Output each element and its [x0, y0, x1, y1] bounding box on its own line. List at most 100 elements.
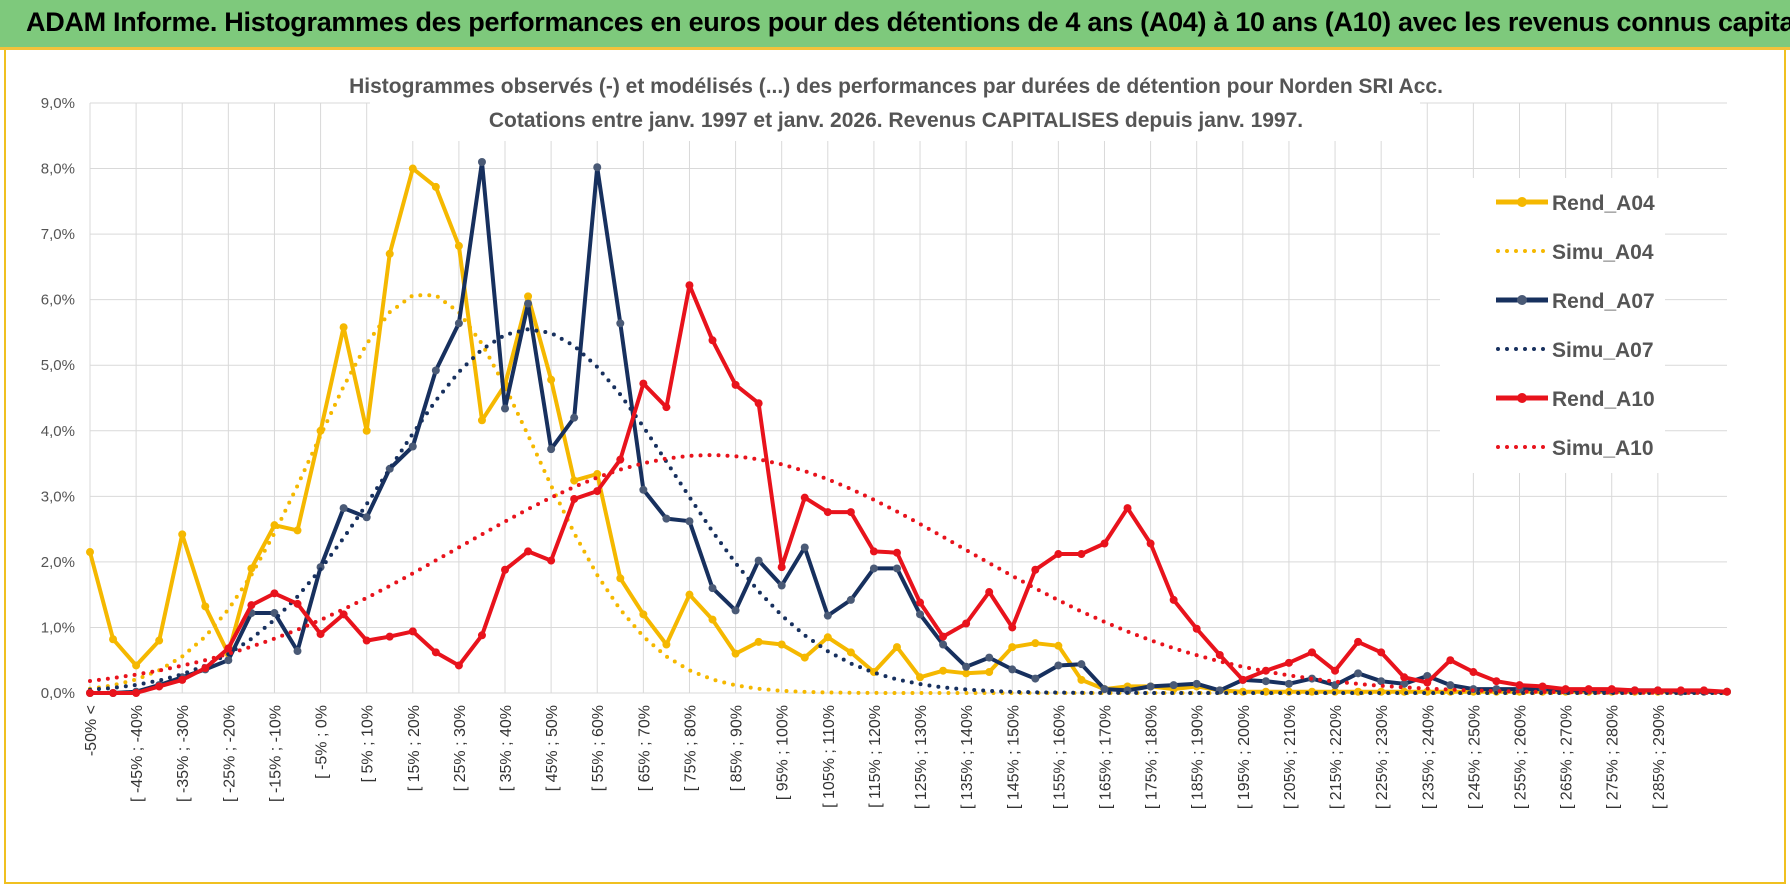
x-tick-label: [ 255% ; 260%: [1512, 705, 1529, 809]
x-tick-label: [ 195% ; 200%: [1236, 705, 1253, 809]
series-rend-a07-point: [616, 319, 625, 328]
series-rend-a10-point: [1008, 623, 1017, 632]
series-rend-a04-point: [201, 602, 210, 611]
series-rend-a10-point: [1284, 658, 1293, 667]
series-rend-a10-point: [477, 631, 486, 640]
x-tick-label: [ 105% ; 110%: [821, 705, 838, 808]
x-tick-label: [ 115% ; 120%: [867, 705, 884, 808]
x-tick-label: -50% <: [83, 705, 100, 756]
series-rend-a04-point: [1008, 643, 1017, 652]
series-rend-a04-point: [892, 643, 901, 652]
series-rend-a07-point: [916, 610, 925, 619]
series-rend-a10-point: [1423, 678, 1432, 687]
series-rend-a10-point: [1215, 650, 1224, 659]
x-tick-label: [ 225% ; 230%: [1374, 705, 1391, 809]
y-tick-label: 9,0%: [41, 95, 75, 112]
legend-label-simu-a10: Simu_A10: [1552, 437, 1654, 460]
series-rend-a04-point: [454, 241, 463, 250]
series-rend-a07-point: [570, 413, 579, 422]
series-rend-a07-point: [501, 404, 510, 413]
series-rend-a04-point: [846, 648, 855, 657]
series-rend-a10-point: [1146, 539, 1155, 548]
series-simu-a04-line: [88, 293, 1729, 695]
series-rend-a04-point: [1031, 639, 1040, 648]
report-title: ADAM Informe. Histogrammes des performan…: [26, 7, 1790, 37]
series-rend-a07-point: [800, 543, 809, 552]
series-rend-a07-point: [846, 595, 855, 604]
series-rend-a10-point: [777, 563, 786, 572]
series-rend-a10-point: [1123, 504, 1132, 513]
series-rend-a10-point: [846, 508, 855, 517]
x-tick-label: [ 75% ; 80%: [682, 705, 699, 791]
series-rend-a10-point: [1192, 624, 1201, 633]
series-rend-a10-point: [1100, 539, 1109, 548]
series-rend-a07-point: [1261, 677, 1270, 686]
legend-label-simu-a07: Simu_A07: [1552, 339, 1654, 362]
series-rend-a10-point: [316, 630, 325, 638]
series-rend-a07-point: [362, 513, 371, 522]
series-rend-a04-point: [247, 564, 256, 573]
series-rend-a04-point: [547, 375, 556, 384]
series-rend-a07-point: [754, 556, 763, 565]
series-rend-a04-point: [109, 635, 118, 644]
series-rend-a07-point: [1146, 682, 1155, 691]
legend-marker-rend-a07: [1517, 295, 1527, 305]
series-rend-a10-point: [962, 619, 971, 628]
series-rend-a07-point: [1354, 669, 1363, 678]
series-rend-a10-point: [1469, 668, 1478, 677]
x-tick-label: [ 275% ; 280%: [1605, 705, 1622, 809]
series-rend-a07-point: [962, 662, 971, 671]
series-rend-a10-point: [547, 556, 556, 565]
series-rend-a10-point: [1400, 673, 1409, 682]
series-rend-a07-point: [939, 640, 948, 649]
series-rend-a04-point: [1077, 675, 1086, 684]
series-rend-a04-point: [1054, 641, 1063, 650]
legend-background: [1440, 178, 1665, 473]
x-tick-label: [ 235% ; 240%: [1420, 705, 1437, 809]
series-rend-a10-point: [1031, 565, 1040, 574]
series-rend-a04-point: [385, 249, 394, 258]
chart-title: Histogrammes observés (-) et modélisés (…: [349, 75, 1443, 98]
x-axis: -50% < [ -45% ; -40% [ -35% ; -30% [ -25% ;…: [83, 705, 1668, 809]
y-tick-label: 6,0%: [41, 292, 75, 309]
legend-label-rend-a10: Rend_A10: [1552, 388, 1655, 411]
series-rend-a10-point: [201, 664, 210, 673]
series-rend-a07-point: [293, 647, 302, 656]
series-rend-a07-point: [823, 611, 832, 620]
series-rend-a04-point: [777, 640, 786, 649]
series-rend-a04-point: [616, 574, 625, 583]
legend-label-rend-a07: Rend_A07: [1552, 290, 1655, 313]
x-tick-label: [ 85% ; 90%: [729, 705, 746, 791]
chart-legend: Rend_A04 Simu_A04 Rend_A07 Simu_A07 Rend_A10…: [1440, 178, 1665, 473]
series-rend-a07-point: [1008, 665, 1017, 674]
series-rend-a10-point: [501, 565, 510, 574]
series-rend-a04-point: [985, 668, 994, 677]
series-rend-a10-point: [109, 689, 118, 697]
x-tick-label: [ 95% ; 100%: [775, 705, 792, 800]
series-rend-a07-point: [1192, 679, 1201, 688]
series-rend-a10-point: [869, 547, 878, 556]
series-rend-a07-point: [1031, 674, 1040, 683]
series-rend-a04-point: [685, 590, 694, 599]
series-rend-a07-point: [1446, 681, 1455, 690]
series-rend-a10-point: [270, 589, 279, 598]
x-tick-label: [ 265% ; 270%: [1559, 705, 1576, 809]
series-rend-a10-point: [639, 379, 648, 388]
series-rend-a04-point: [662, 640, 671, 649]
series-rend-a10-point: [593, 487, 602, 496]
series-rend-a04-point: [408, 164, 417, 173]
x-tick-label: [ 25% ; 30%: [452, 705, 469, 791]
series-rend-a04-point: [800, 653, 809, 662]
series-rend-a10-point: [454, 661, 463, 670]
series-rend-a07-point: [224, 656, 233, 665]
series-rend-a10-point: [224, 644, 233, 653]
x-tick-label: [ 155% ; 160%: [1051, 705, 1068, 809]
series-rend-a07-point: [639, 485, 648, 494]
series-rend-a04-point: [962, 669, 971, 678]
series-rend-a10-point: [685, 281, 694, 290]
series-rend-a07-point: [1377, 677, 1386, 686]
series-rend-a07-point: [431, 366, 440, 375]
x-tick-label: [ 285% ; 290%: [1651, 705, 1668, 809]
series-rend-a10-point: [708, 336, 717, 345]
